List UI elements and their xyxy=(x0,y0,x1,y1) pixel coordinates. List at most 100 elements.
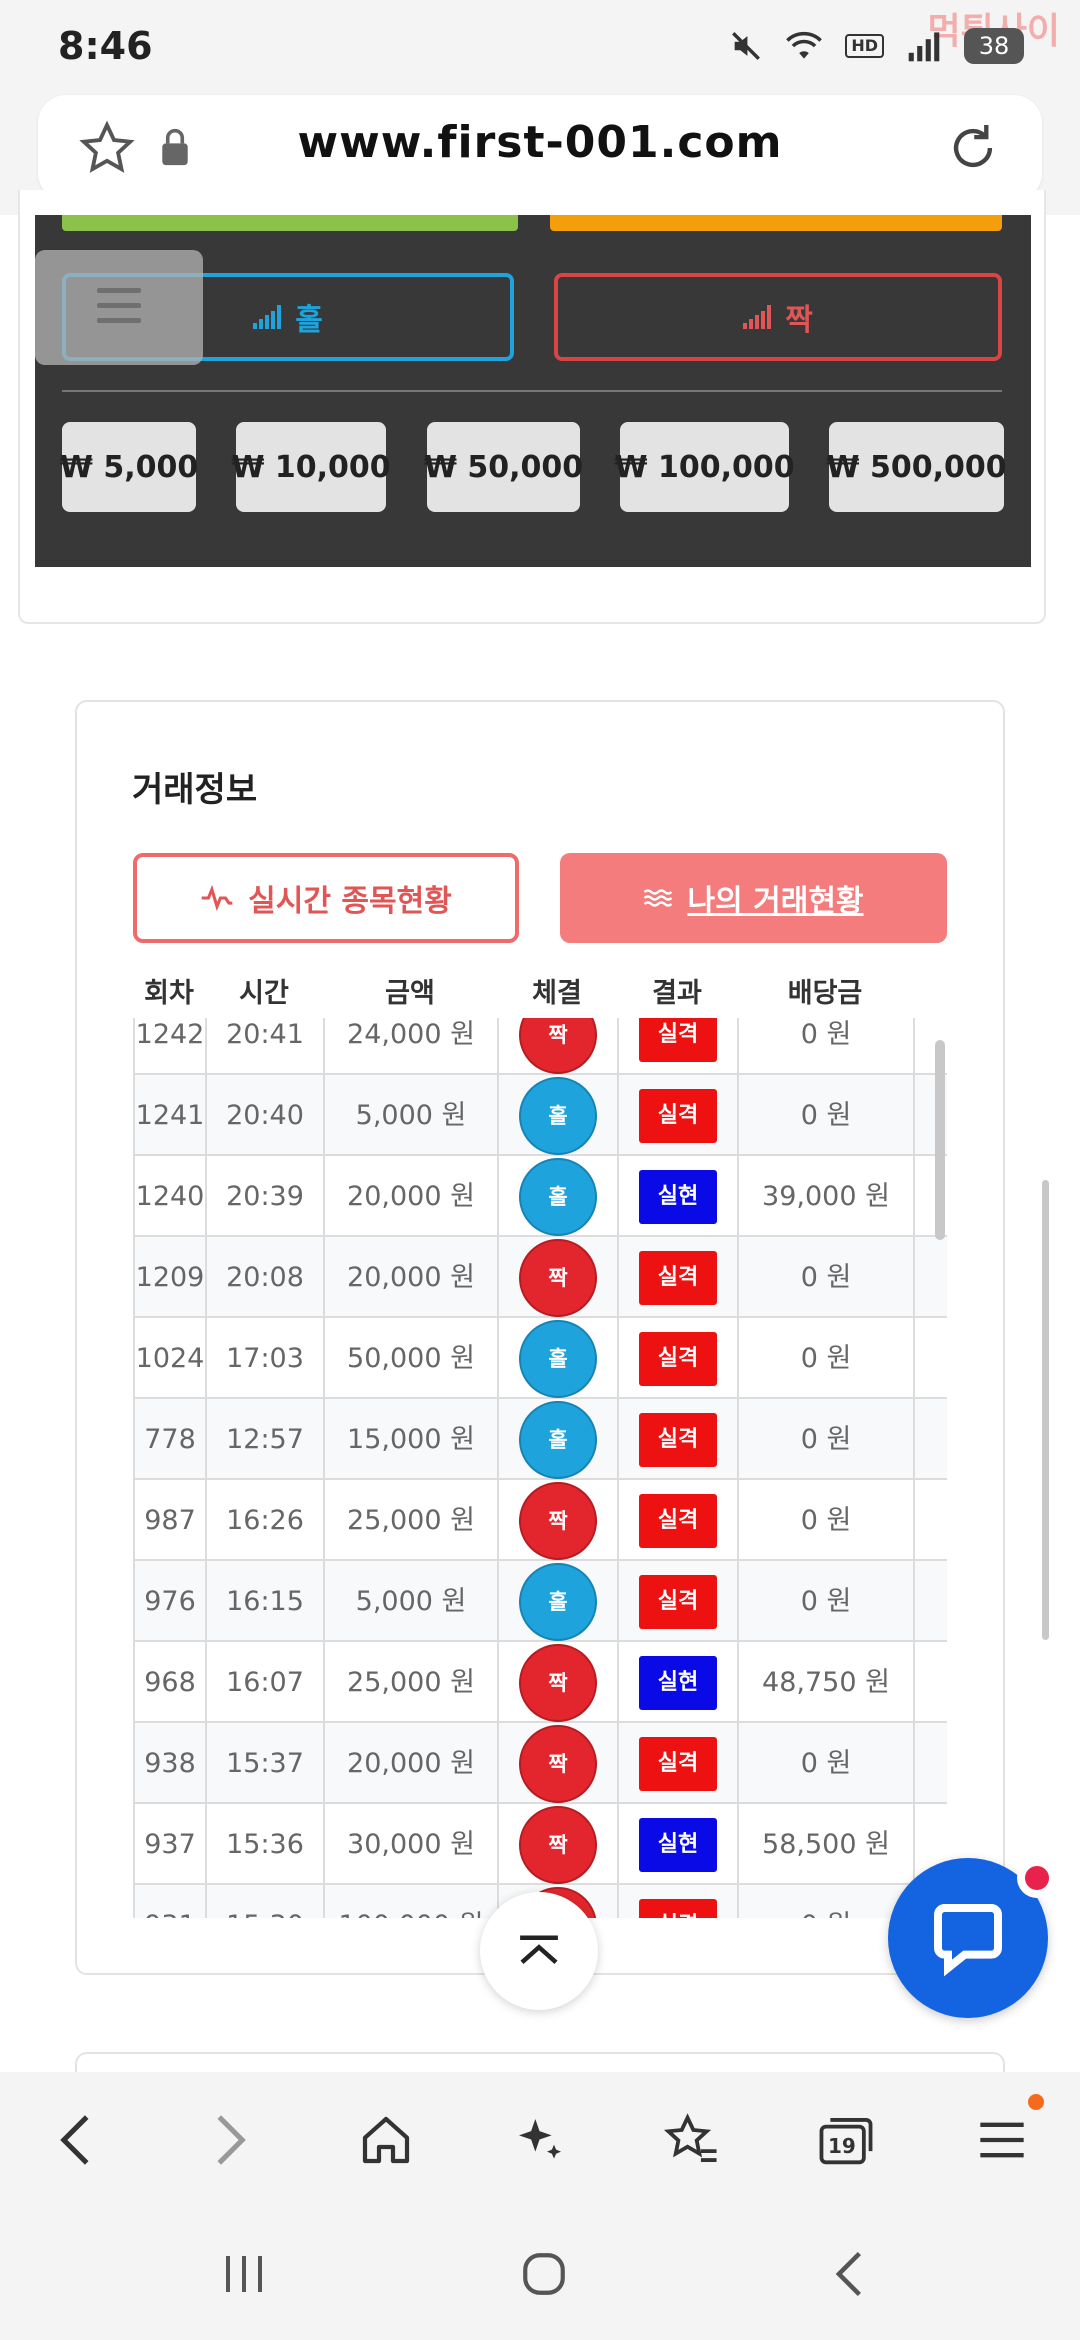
waves-icon xyxy=(643,887,673,909)
cell-result: 실격 xyxy=(619,1723,739,1804)
address-bar[interactable]: www.first-001.com xyxy=(38,95,1042,201)
floating-menu-button[interactable] xyxy=(35,250,203,365)
pick-badge: 짝 xyxy=(519,1725,597,1803)
cell-pick: 홀 xyxy=(499,1399,619,1480)
panel-divider xyxy=(62,390,1002,392)
cell-amount: 24,000 원 xyxy=(325,1018,499,1075)
system-navigation-bar xyxy=(0,2204,1080,2340)
cell-payout: 39,000 원 xyxy=(739,1156,915,1237)
cell-round: 931 xyxy=(135,1885,207,1918)
cell-round: 1240 xyxy=(135,1156,207,1237)
home-icon xyxy=(358,2112,414,2168)
system-home-button[interactable] xyxy=(514,2246,574,2302)
recent-apps-button[interactable] xyxy=(214,2246,274,2302)
pick-badge: 홀 xyxy=(519,1077,597,1155)
reload-icon[interactable] xyxy=(944,119,1002,177)
cell-time: 16:07 xyxy=(207,1642,325,1723)
cell-payout: 48,750 원 xyxy=(739,1642,915,1723)
tabs-count: 19 xyxy=(828,2134,856,2158)
col-result: 결과 xyxy=(617,972,737,1016)
pick-badge: 홀 xyxy=(519,1320,597,1398)
result-badge: 실격 xyxy=(639,1737,717,1791)
col-time: 시간 xyxy=(205,972,323,1016)
table-row: 98716:2625,000 원짝실격0 원 xyxy=(135,1480,947,1561)
col-amount: 금액 xyxy=(323,972,497,1016)
cell-round: 1024 xyxy=(135,1318,207,1399)
cell-result: 실격 xyxy=(619,1885,739,1918)
cell-round: 1242 xyxy=(135,1018,207,1075)
green-option-bar[interactable] xyxy=(62,215,518,231)
cell-time: 16:26 xyxy=(207,1480,325,1561)
amount-button-50000[interactable]: ₩ 50,000 xyxy=(427,422,580,512)
cell-time: 15:36 xyxy=(207,1804,325,1885)
cell-amount: 25,000 원 xyxy=(325,1642,499,1723)
amount-button-100000[interactable]: ₩ 100,000 xyxy=(620,422,789,512)
trade-table-header: 회차 시간 금액 체결 결과 배당금 xyxy=(133,972,947,1016)
scroll-to-top-button[interactable] xyxy=(480,1892,598,2010)
pick-badge: 짝 xyxy=(519,1018,597,1074)
status-bar: 8:46 먹튀사이 HD 38 xyxy=(0,0,1080,95)
cell-pick: 홀 xyxy=(499,1318,619,1399)
amount-button-10000[interactable]: ₩ 10,000 xyxy=(236,422,386,512)
cell-result: 실격 xyxy=(619,1237,739,1318)
bookmark-list-icon xyxy=(663,2112,721,2168)
chat-notification-dot xyxy=(1017,1858,1057,1898)
hd-voice-badge: HD xyxy=(845,34,884,58)
pick-badge: 홀 xyxy=(519,1563,597,1641)
cell-round: 778 xyxy=(135,1399,207,1480)
ai-assistant-button[interactable] xyxy=(508,2108,572,2172)
amount-button-5000[interactable]: ₩ 5,000 xyxy=(62,422,196,512)
result-badge: 실격 xyxy=(639,1899,717,1919)
cell-pick: 홀 xyxy=(499,1156,619,1237)
status-icons: HD 38 xyxy=(729,28,1024,64)
sparkle-icon xyxy=(512,2112,568,2168)
hamburger-icon xyxy=(976,2117,1028,2163)
cell-payout: 0 원 xyxy=(739,1561,915,1642)
tabs-button[interactable]: 19 xyxy=(814,2108,878,2172)
tab-my-trades[interactable]: 나의 거래현황 xyxy=(560,853,947,943)
pick-badge: 홀 xyxy=(519,1401,597,1479)
page-scrollbar[interactable] xyxy=(1042,1180,1049,1640)
chevron-up-icon xyxy=(516,1934,562,1968)
bookmarks-button[interactable] xyxy=(660,2108,724,2172)
cell-amount: 30,000 원 xyxy=(325,1804,499,1885)
cell-payout: 0 원 xyxy=(739,1723,915,1804)
signal-bars-icon xyxy=(743,305,771,329)
back-button[interactable] xyxy=(42,2108,106,2172)
result-badge: 실현 xyxy=(639,1818,717,1872)
cell-pick: 홀 xyxy=(499,1075,619,1156)
home-button[interactable] xyxy=(354,2108,418,2172)
cell-payout: 58,500 원 xyxy=(739,1804,915,1885)
amount-button-500000[interactable]: ₩ 500,000 xyxy=(829,422,1004,512)
bet-even-button[interactable]: 짝 xyxy=(554,273,1002,361)
table-scrollbar[interactable] xyxy=(935,1040,945,1240)
orange-option-bar[interactable] xyxy=(550,215,1002,231)
result-badge: 실격 xyxy=(639,1575,717,1629)
cell-payout: 0 원 xyxy=(739,1237,915,1318)
cell-amount: 100,000 원 xyxy=(325,1885,499,1918)
system-back-button[interactable] xyxy=(818,2246,878,2302)
back-chevron-icon xyxy=(830,2249,866,2299)
forward-button[interactable] xyxy=(200,2108,264,2172)
url-text[interactable]: www.first-001.com xyxy=(38,117,1042,168)
cell-time: 15:37 xyxy=(207,1723,325,1804)
browser-menu-button[interactable] xyxy=(970,2108,1034,2172)
cell-time: 12:57 xyxy=(207,1399,325,1480)
cell-pick: 짝 xyxy=(499,1804,619,1885)
tab-realtime-status[interactable]: 실시간 종목현황 xyxy=(133,853,519,943)
cell-round: 938 xyxy=(135,1723,207,1804)
col-pick: 체결 xyxy=(497,972,617,1016)
trade-table[interactable]: 124220:4124,000 원짝실격0 원124120:405,000 원홀… xyxy=(133,1018,947,1918)
bet-odd-label: 홀 xyxy=(295,295,323,339)
trade-info-title: 거래정보 xyxy=(132,762,257,811)
cell-round: 937 xyxy=(135,1804,207,1885)
result-badge: 실격 xyxy=(639,1018,717,1062)
result-badge: 실현 xyxy=(639,1170,717,1224)
home-circle-icon xyxy=(519,2249,569,2299)
cell-amount: 20,000 원 xyxy=(325,1156,499,1237)
cell-amount: 15,000 원 xyxy=(325,1399,499,1480)
pick-badge: 짝 xyxy=(519,1239,597,1317)
cell-result: 실현 xyxy=(619,1642,739,1723)
recent-apps-icon xyxy=(220,2252,268,2296)
mute-icon xyxy=(729,29,763,63)
